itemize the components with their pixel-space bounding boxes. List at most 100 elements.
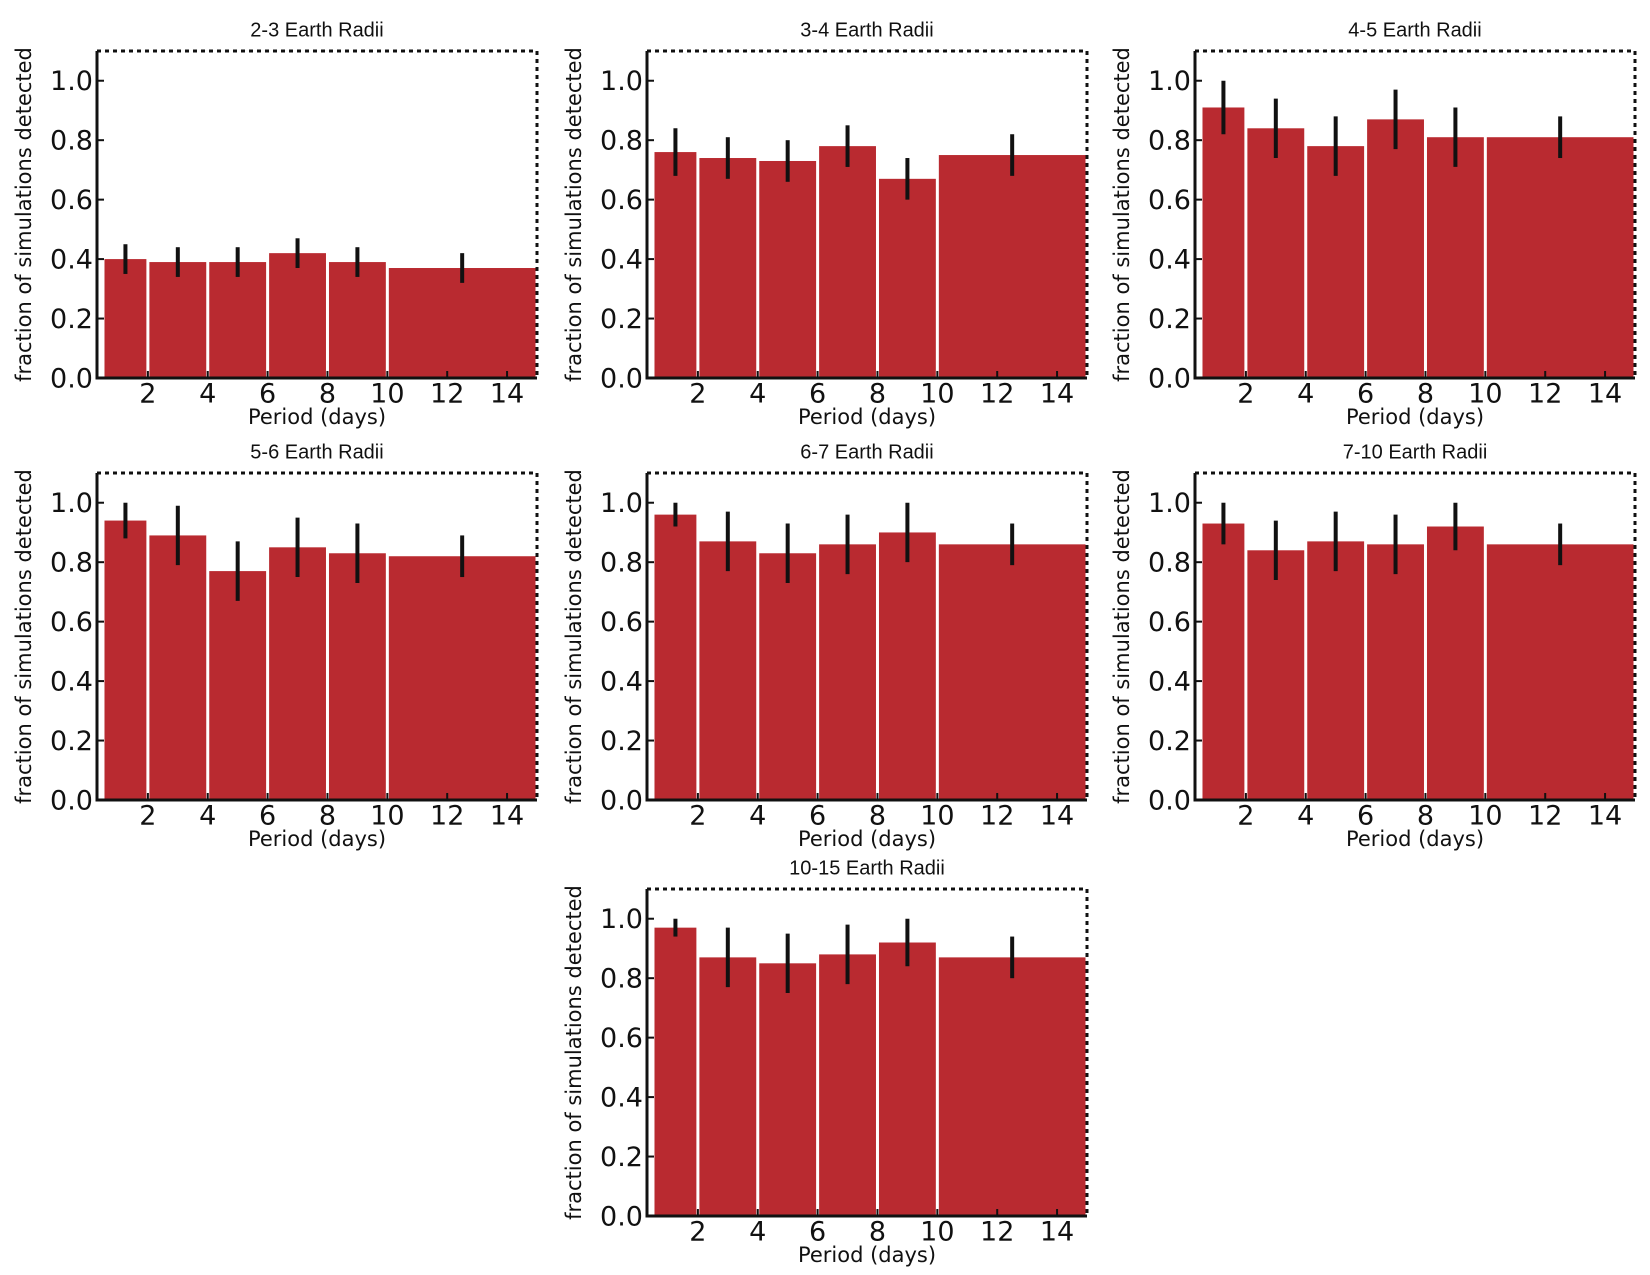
bar <box>938 957 1086 1216</box>
chart-title: 3-4 Earth Radii <box>800 19 933 41</box>
y-tick-label: 0.4 <box>600 1083 643 1114</box>
bar <box>759 963 817 1216</box>
x-tick-label: 4 <box>749 1217 766 1248</box>
x-tick-label: 4 <box>199 801 216 832</box>
y-tick-label: 0.0 <box>50 364 93 395</box>
y-tick-label: 0.2 <box>50 726 93 757</box>
bar <box>654 514 697 800</box>
y-axis-label: fraction of simulations detected <box>1110 47 1134 382</box>
bar <box>269 547 326 800</box>
x-tick-label: 14 <box>1588 801 1622 832</box>
y-tick-label: 0.8 <box>1148 126 1191 157</box>
bar <box>1247 550 1305 800</box>
y-tick-label: 0.6 <box>50 185 93 216</box>
y-tick-label: 0.8 <box>600 126 643 157</box>
y-tick-label: 0.4 <box>50 245 93 276</box>
chart-title: 4-5 Earth Radii <box>1348 19 1481 41</box>
bar <box>819 146 876 378</box>
y-tick-label: 0.4 <box>1148 245 1191 276</box>
bar <box>819 954 876 1216</box>
y-axis-label: fraction of simulations detected <box>562 469 586 804</box>
x-tick-label: 14 <box>490 379 524 410</box>
x-tick-label: 8 <box>319 379 336 410</box>
axis-spine <box>645 473 1087 802</box>
x-tick-label: 2 <box>689 1217 706 1248</box>
axis-spine <box>1193 473 1635 802</box>
x-tick-label: 10 <box>370 801 404 832</box>
x-tick-label: 12 <box>980 801 1014 832</box>
bar <box>819 544 876 800</box>
bar <box>149 535 207 800</box>
x-tick-label: 2 <box>689 801 706 832</box>
bar <box>1426 526 1484 800</box>
y-tick-label: 0.8 <box>1148 548 1191 579</box>
x-axis-label: Period (days) <box>798 827 936 851</box>
bar <box>1307 541 1365 800</box>
y-tick-label: 0.2 <box>600 726 643 757</box>
y-tick-label: 0.8 <box>600 964 643 995</box>
bar <box>269 253 326 378</box>
x-tick-label: 4 <box>1297 801 1314 832</box>
y-tick-label: 1.0 <box>600 904 643 935</box>
bar <box>699 957 757 1216</box>
bar <box>878 532 936 800</box>
x-tick-label: 2 <box>139 801 156 832</box>
x-tick-label: 2 <box>1237 379 1254 410</box>
x-tick-label: 12 <box>1528 801 1562 832</box>
y-tick-label: 0.0 <box>1148 786 1191 817</box>
chart-title: 5-6 Earth Radii <box>250 441 383 463</box>
y-tick-label: 0.8 <box>600 548 643 579</box>
bar <box>759 553 817 800</box>
y-tick-label: 0.6 <box>1148 185 1191 216</box>
y-tick-label: 1.0 <box>1148 488 1191 519</box>
frame-dashed <box>1195 49 1637 378</box>
bar <box>938 544 1086 800</box>
y-tick-label: 0.6 <box>50 607 93 638</box>
chart-title: 10-15 Earth Radii <box>789 857 945 879</box>
x-tick-label: 8 <box>869 1217 886 1248</box>
bar <box>759 160 817 378</box>
x-axis-label: Period (days) <box>798 405 936 429</box>
bar <box>388 268 536 378</box>
bar <box>699 158 757 378</box>
y-tick-label: 0.6 <box>600 1023 643 1054</box>
y-tick-label: 0.2 <box>50 304 93 335</box>
x-tick-label: 10 <box>920 379 954 410</box>
y-tick-label: 0.8 <box>50 548 93 579</box>
bar <box>1202 107 1245 379</box>
x-tick-label: 14 <box>1040 801 1074 832</box>
bar <box>1247 128 1305 378</box>
bar <box>1426 137 1484 378</box>
bar <box>104 520 147 800</box>
axis-spine <box>1193 51 1635 380</box>
frame-dashed <box>97 49 539 378</box>
x-tick-label: 10 <box>370 379 404 410</box>
frame-dashed <box>1195 471 1637 800</box>
y-axis-label: fraction of simulations detected <box>1110 469 1134 804</box>
x-tick-label: 14 <box>1040 379 1074 410</box>
y-tick-label: 1.0 <box>600 488 643 519</box>
bar <box>1486 544 1634 800</box>
x-axis-label: Period (days) <box>248 827 386 851</box>
y-tick-label: 0.4 <box>1148 667 1191 698</box>
x-tick-label: 6 <box>1357 379 1374 410</box>
axis-spine <box>95 51 537 380</box>
chart-title: 7-10 Earth Radii <box>1343 441 1488 463</box>
bar <box>1202 523 1245 800</box>
y-tick-label: 0.0 <box>600 364 643 395</box>
y-tick-label: 1.0 <box>1148 66 1191 97</box>
x-axis-label: Period (days) <box>1346 827 1484 851</box>
y-tick-label: 0.6 <box>600 607 643 638</box>
x-tick-label: 2 <box>139 379 156 410</box>
x-tick-label: 4 <box>749 379 766 410</box>
y-axis-label: fraction of simulations detected <box>12 47 36 382</box>
bar <box>1367 119 1424 378</box>
frame-dashed <box>647 49 1089 378</box>
x-tick-label: 6 <box>809 1217 826 1248</box>
y-axis-label: fraction of simulations detected <box>562 885 586 1220</box>
bar <box>1307 146 1365 378</box>
y-tick-label: 0.2 <box>600 1142 643 1173</box>
y-tick-label: 0.2 <box>1148 726 1191 757</box>
x-tick-label: 12 <box>980 379 1014 410</box>
